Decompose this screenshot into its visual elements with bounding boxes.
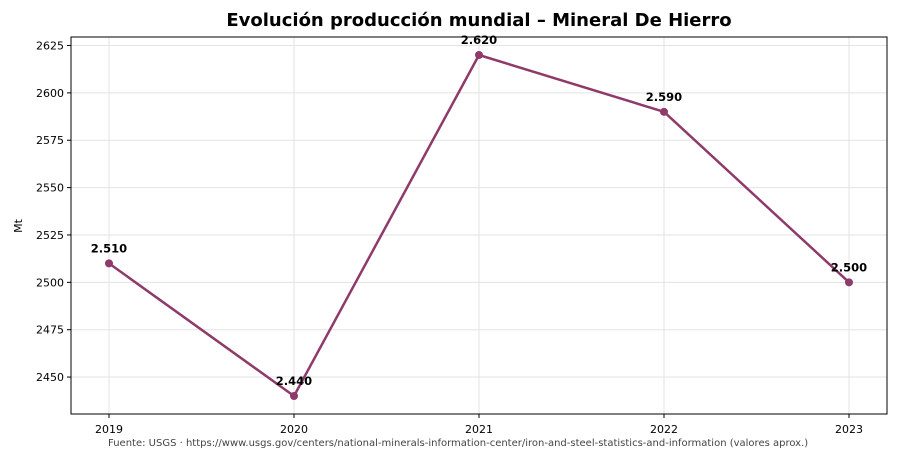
y-tick-label: 2600 bbox=[36, 87, 64, 100]
x-tick-label: 2022 bbox=[650, 423, 678, 436]
y-tick-label: 2500 bbox=[36, 276, 64, 289]
y-tick-label: 2575 bbox=[36, 134, 64, 147]
axes: 2450 2475 2500 2525 2550 2575 2600 2625 2019 2020… bbox=[36, 40, 863, 436]
grid bbox=[71, 37, 887, 414]
x-tick-label: 2019 bbox=[95, 423, 123, 436]
data-label: 2.440 bbox=[276, 374, 312, 388]
data-label: 2.500 bbox=[831, 260, 867, 274]
data-point bbox=[475, 50, 483, 59]
x-tick-label: 2021 bbox=[465, 423, 493, 436]
data-point bbox=[290, 392, 298, 401]
chart-title: Evolución producción mundial – Mineral D… bbox=[226, 10, 732, 31]
y-tick-label: 2625 bbox=[36, 40, 64, 53]
source-note: Fuente: USGS · https://www.usgs.gov/cent… bbox=[108, 438, 809, 449]
data-label: 2.620 bbox=[461, 33, 497, 47]
data-label: 2.590 bbox=[646, 90, 682, 104]
data-label: 2.510 bbox=[91, 241, 127, 255]
x-tick-label: 2020 bbox=[280, 423, 308, 436]
y-tick-label: 2450 bbox=[36, 371, 64, 384]
x-tick-label: 2023 bbox=[835, 423, 863, 436]
y-tick-label: 2550 bbox=[36, 182, 64, 195]
y-tick-label: 2525 bbox=[36, 229, 64, 242]
data-point bbox=[845, 278, 853, 287]
data-labels: 2.510 2.440 2.620 2.590 2.500 bbox=[91, 33, 867, 388]
data-point bbox=[660, 107, 668, 116]
data-point bbox=[105, 259, 113, 268]
y-tick-label: 2475 bbox=[36, 324, 64, 337]
series bbox=[105, 50, 853, 401]
y-axis-label: Mt bbox=[12, 218, 25, 232]
